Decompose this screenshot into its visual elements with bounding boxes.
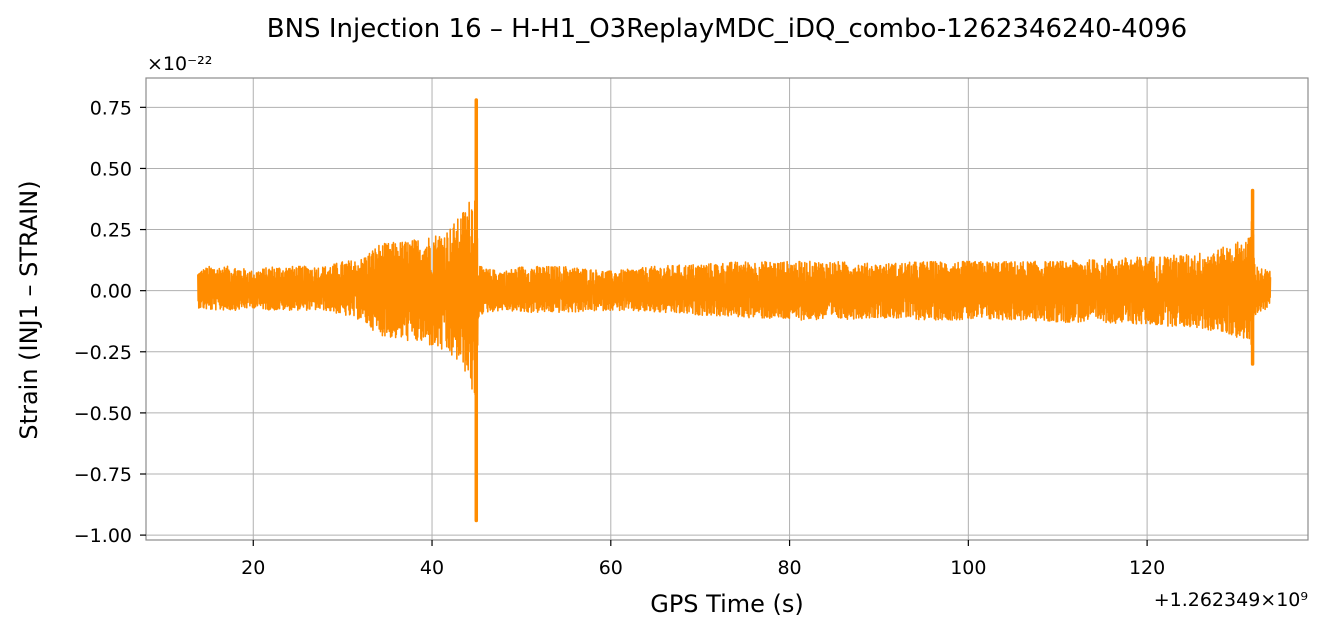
y-tick-label: −0.50 — [74, 403, 132, 425]
y-scale-multiplier: ×10⁻²² — [147, 53, 212, 75]
x-tick-label: 120 — [1129, 557, 1165, 579]
x-offset-label: +1.262349×10⁹ — [1154, 589, 1308, 611]
x-tick-label: 60 — [599, 557, 623, 579]
y-axis-label: Strain (INJ1 – STRAIN) — [15, 180, 43, 439]
plot-frame — [145, 77, 1309, 541]
strain-series-line — [197, 137, 1272, 462]
y-tick-label: 0.50 — [90, 158, 132, 180]
strain-series — [197, 98, 1272, 523]
y-axis: −1.00 −0.75 −0.50 −0.25 0.00 0.25 0.50 0.75 — [74, 97, 146, 547]
x-tick-label: 20 — [241, 557, 265, 579]
x-axis-label: GPS Time (s) — [650, 590, 804, 618]
y-tick-label: −0.75 — [74, 464, 132, 486]
chart-title: BNS Injection 16 – H-H1_O3ReplayMDC_iDQ_… — [267, 14, 1187, 44]
y-tick-label: −0.25 — [74, 342, 132, 364]
x-tick-label: 40 — [420, 557, 444, 579]
x-axis: 20 40 60 80 100 120 — [241, 540, 1165, 579]
y-tick-label: −1.00 — [74, 525, 132, 547]
x-tick-label: 80 — [777, 557, 801, 579]
y-tick-label: 0.25 — [90, 220, 132, 242]
y-tick-label: 0.75 — [90, 97, 132, 119]
y-tick-label: 0.00 — [90, 281, 132, 303]
x-tick-label: 100 — [950, 557, 986, 579]
